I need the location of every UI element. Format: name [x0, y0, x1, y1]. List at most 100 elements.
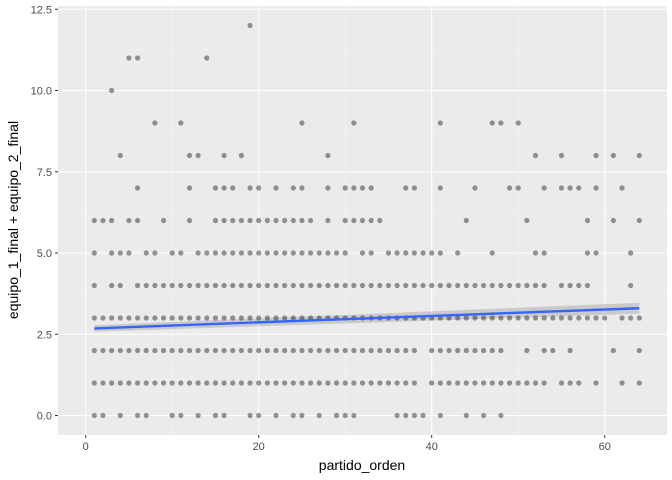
data-point [134, 55, 141, 61]
data-point [91, 282, 97, 289]
data-point [532, 152, 539, 159]
plot-panel [58, 6, 667, 435]
data-point [152, 315, 158, 321]
data-point [204, 347, 210, 354]
data-point [576, 185, 582, 191]
data-point [403, 412, 409, 419]
data-point [212, 347, 219, 354]
data-point [299, 185, 305, 191]
data-point [532, 380, 539, 386]
data-point [299, 380, 305, 386]
data-point [524, 282, 530, 289]
data-point [307, 250, 314, 256]
data-point [342, 185, 348, 191]
data-point [567, 185, 573, 191]
data-point [498, 282, 504, 289]
data-point [186, 185, 193, 191]
data-point [264, 380, 270, 386]
data-point [126, 380, 132, 386]
grid-lines [58, 6, 667, 435]
data-point [178, 412, 184, 419]
data-point [134, 315, 141, 321]
data-point [282, 217, 288, 224]
data-point [212, 282, 219, 289]
data-point [230, 380, 236, 386]
x-axis-title: partido_orden [319, 457, 405, 473]
data-point [489, 120, 495, 126]
data-point [299, 282, 305, 289]
data-point [472, 347, 478, 354]
data-point [109, 87, 115, 94]
y-tick-label: 2.5 [37, 329, 52, 341]
data-point [221, 347, 227, 354]
data-point [221, 152, 227, 159]
data-point [532, 315, 539, 321]
data-point [299, 250, 305, 256]
data-point [273, 217, 279, 224]
data-point [273, 185, 279, 191]
data-point [498, 380, 504, 386]
data-point [636, 152, 642, 159]
data-point [455, 347, 461, 354]
data-point [385, 282, 392, 289]
data-point [524, 315, 530, 321]
data-point [195, 347, 201, 354]
data-point [558, 282, 565, 289]
data-point [126, 217, 132, 224]
data-point [100, 217, 106, 224]
x-tick-label: 40 [426, 441, 438, 453]
data-point [359, 185, 366, 191]
data-point [359, 380, 366, 386]
data-point [247, 22, 253, 29]
data-point [489, 282, 495, 289]
data-point [100, 380, 106, 386]
data-point [351, 120, 357, 126]
data-points [91, 22, 642, 419]
data-point [160, 347, 167, 354]
data-point [169, 315, 175, 321]
data-point [394, 412, 400, 419]
data-point [247, 412, 253, 419]
data-point [333, 347, 340, 354]
data-point [178, 315, 184, 321]
data-point [515, 315, 521, 321]
data-point [282, 315, 288, 321]
data-point [282, 250, 288, 256]
data-point [238, 380, 244, 386]
data-point [532, 250, 539, 256]
data-point [558, 315, 565, 321]
data-point [489, 380, 495, 386]
data-point [212, 185, 219, 191]
data-point [342, 347, 348, 354]
data-point [134, 282, 141, 289]
data-point [238, 250, 244, 256]
data-point [178, 282, 184, 289]
data-point [109, 282, 115, 289]
data-point [385, 380, 392, 386]
data-point [394, 380, 400, 386]
data-point [429, 380, 435, 386]
data-point [152, 120, 158, 126]
data-point [472, 185, 478, 191]
data-point [117, 412, 123, 419]
data-point [506, 185, 513, 191]
data-point [446, 315, 452, 321]
data-point [636, 380, 642, 386]
data-point [377, 347, 383, 354]
data-point [385, 347, 392, 354]
data-point [178, 120, 184, 126]
data-point [256, 315, 262, 321]
data-point [325, 282, 331, 289]
data-point [290, 315, 296, 321]
data-point [567, 315, 573, 321]
data-point [178, 250, 184, 256]
data-point [256, 250, 262, 256]
data-point [593, 185, 599, 191]
data-point [247, 217, 253, 224]
data-point [195, 250, 201, 256]
data-point [195, 380, 201, 386]
data-point [342, 412, 348, 419]
data-point [238, 282, 244, 289]
data-point [264, 315, 270, 321]
data-point [437, 380, 443, 386]
